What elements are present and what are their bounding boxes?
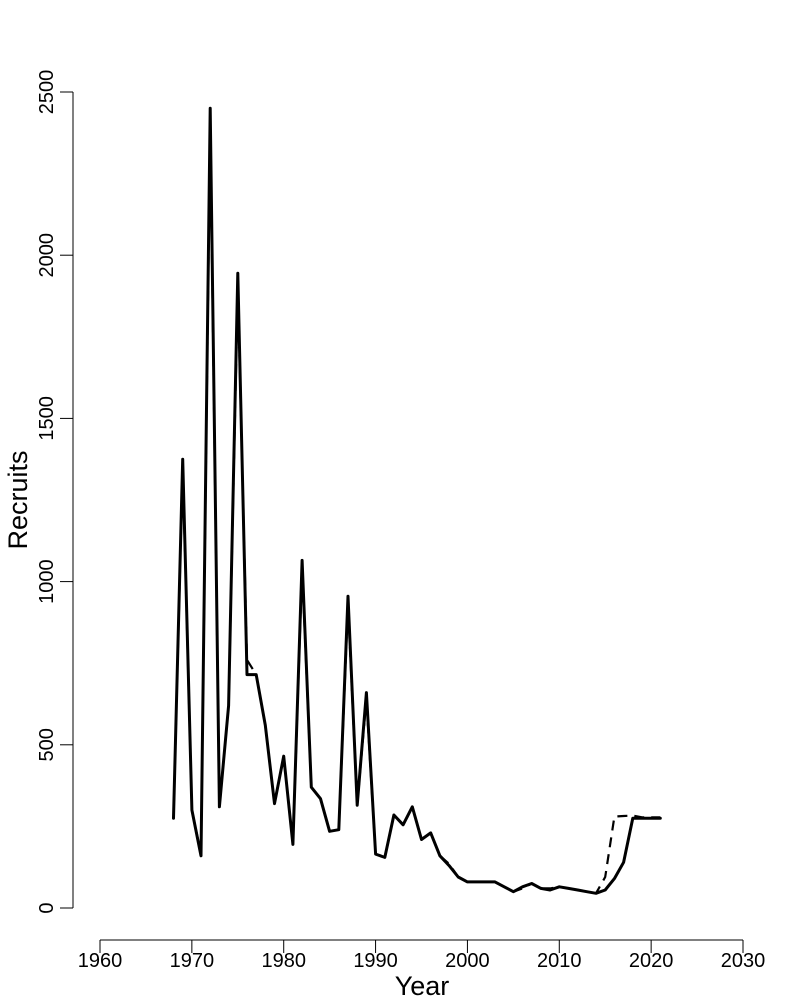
y-axis-title: Recruits (3, 450, 33, 549)
y-tick-label: 1000 (36, 559, 58, 604)
x-axis-title: Year (395, 971, 450, 1000)
x-tick-label: 2030 (721, 950, 766, 972)
y-axis: 0 500 1000 1500 2000 2500 (36, 70, 74, 914)
x-tick-label: 1990 (353, 950, 398, 972)
y-tick-label: 2000 (36, 233, 58, 278)
x-tick-label: 1960 (78, 950, 123, 972)
x-tick-label: 2020 (629, 950, 674, 972)
y-tick-label: 1500 (36, 396, 58, 441)
series-line-solid (172, 106, 662, 895)
x-tick-label: 1980 (261, 950, 306, 972)
x-tick-label: 2010 (537, 950, 582, 972)
y-tick-label: 2500 (36, 70, 58, 115)
x-axis: 1960 1970 1980 1990 2000 2010 2020 2030 (78, 939, 766, 972)
y-tick-label: 500 (36, 728, 58, 761)
series-line-dashed (172, 123, 661, 895)
x-tick-label: 2000 (445, 950, 490, 972)
y-tick-label: 0 (36, 902, 58, 913)
series-layer (172, 106, 662, 895)
x-tick-label: 1970 (170, 950, 215, 972)
